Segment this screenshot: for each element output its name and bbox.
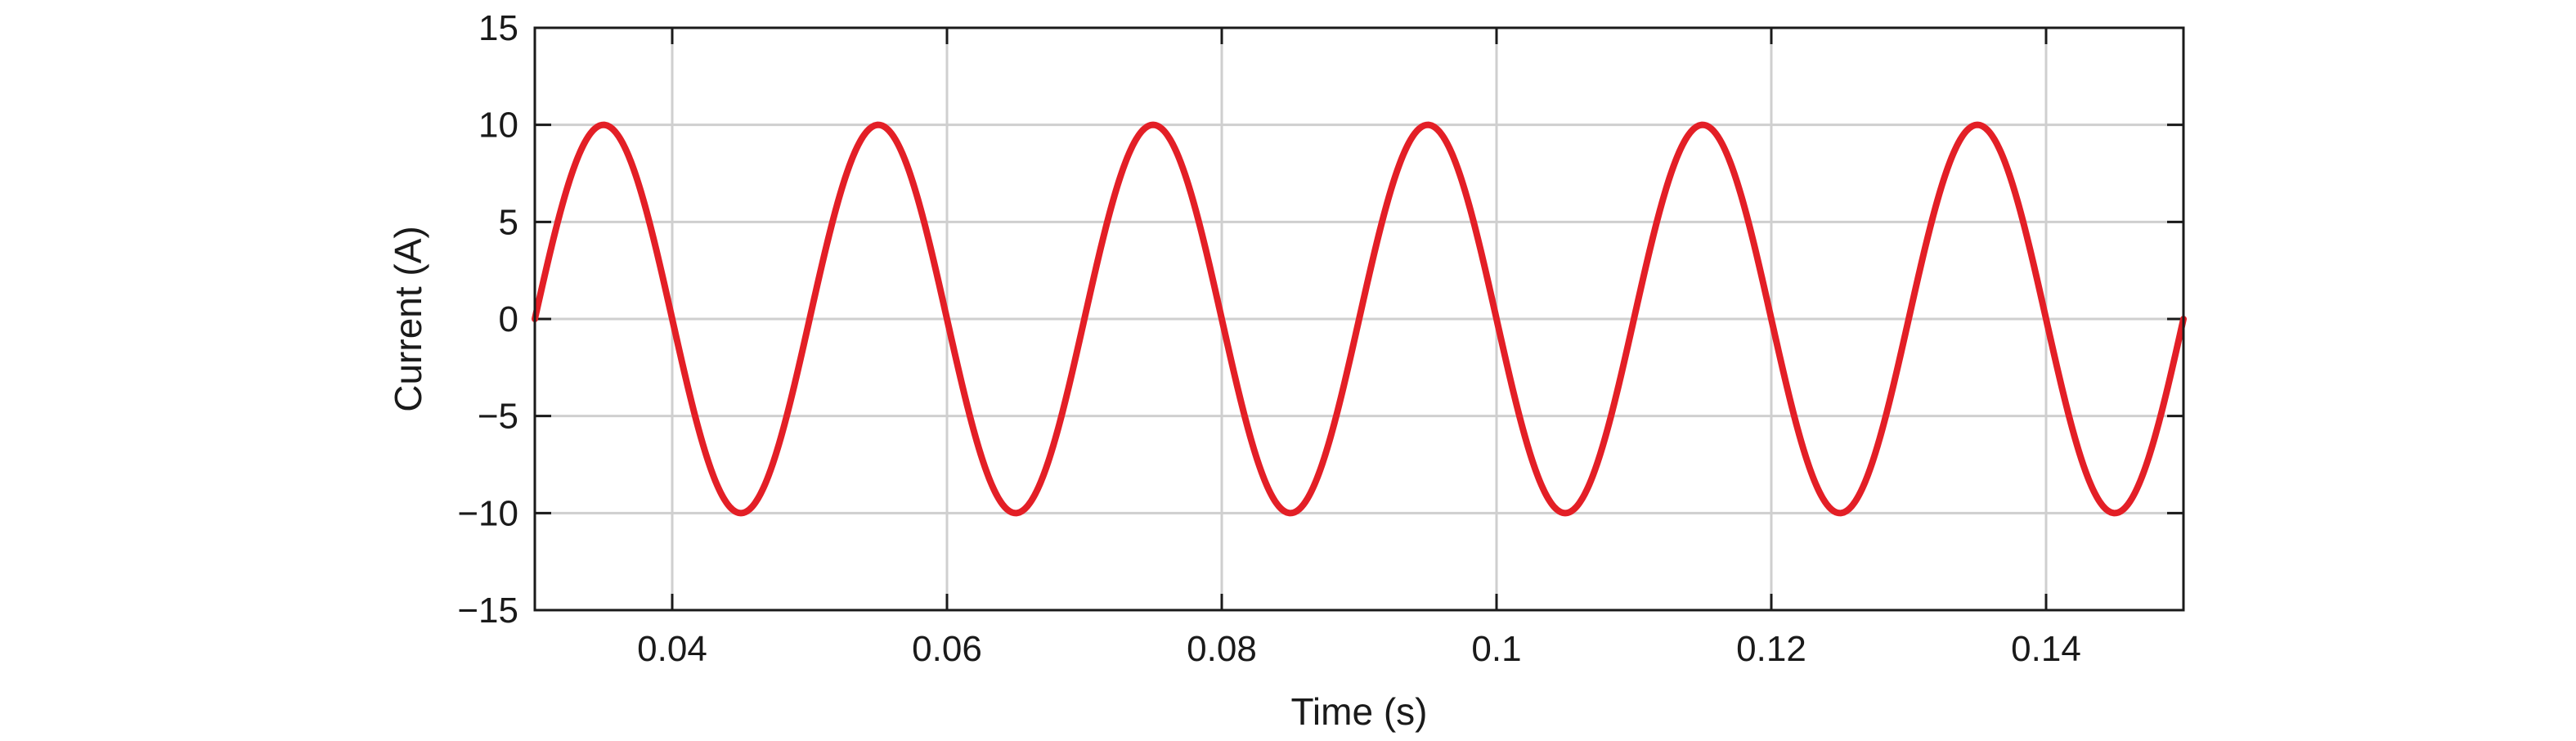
x-tick-label: 0.12 xyxy=(1736,629,1806,669)
x-tick-labels: 0.04 0.06 0.08 0.1 0.12 0.14 xyxy=(637,629,2081,669)
y-tick-label: −5 xyxy=(478,397,518,437)
y-axis-label: Current (A) xyxy=(387,226,429,411)
y-tick-label: 10 xyxy=(478,106,518,146)
y-tick-labels: −15 −10 −5 0 5 10 15 xyxy=(457,8,518,631)
x-axis-label: Time (s) xyxy=(1291,690,1428,733)
series-layer xyxy=(532,121,2187,517)
y-tick-label: 0 xyxy=(499,299,518,339)
y-tick-label: −10 xyxy=(457,493,518,533)
x-tick-label: 0.08 xyxy=(1187,629,1257,669)
x-tick-label: 0.04 xyxy=(637,629,707,669)
x-tick-label: 0.14 xyxy=(2011,629,2081,669)
current-series-line xyxy=(532,121,2187,517)
plot-frame xyxy=(533,26,2185,612)
x-tick-label: 0.06 xyxy=(912,629,982,669)
y-tick-label: −15 xyxy=(457,591,518,631)
y-tick-label: 15 xyxy=(478,8,518,48)
x-tick-label: 0.1 xyxy=(1471,629,1521,669)
y-tick-label: 5 xyxy=(499,202,518,242)
